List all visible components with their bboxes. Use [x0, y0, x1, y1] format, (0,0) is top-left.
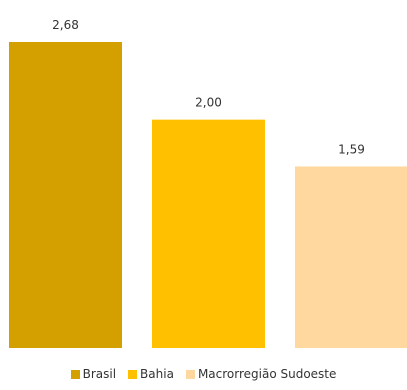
legend-swatch-bahia [128, 369, 138, 379]
bar-bahia[interactable] [152, 119, 265, 349]
legend-label-macrorregiao-sudoeste: Macrorregião Sudoeste [197, 367, 337, 381]
legend-label-bahia: Bahia [140, 367, 174, 381]
legend-item-macrorregiao-sudoeste[interactable]: Macrorregião Sudoeste [185, 367, 337, 381]
bar-macrorregiao-sudoeste[interactable] [295, 166, 407, 348]
legend-item-bahia[interactable]: Bahia [128, 367, 174, 381]
bars-group [9, 42, 407, 349]
legend-swatch-macrorregiao-sudoeste [185, 369, 195, 379]
data-label-macrorregiao-sudoeste: 1,59 [338, 142, 365, 156]
data-label-brasil: 2,68 [52, 18, 79, 32]
bar-brasil[interactable] [9, 42, 122, 348]
legend-swatch-brasil [70, 369, 80, 379]
data-label-bahia: 2,00 [195, 96, 222, 110]
legend-label-brasil: Brasil [82, 367, 117, 381]
legend: Brasil Bahia Macrorregião Sudoeste [0, 367, 407, 381]
legend-item-brasil[interactable]: Brasil [70, 367, 117, 381]
data-labels-group: 2,68 2,00 1,59 [52, 18, 365, 156]
